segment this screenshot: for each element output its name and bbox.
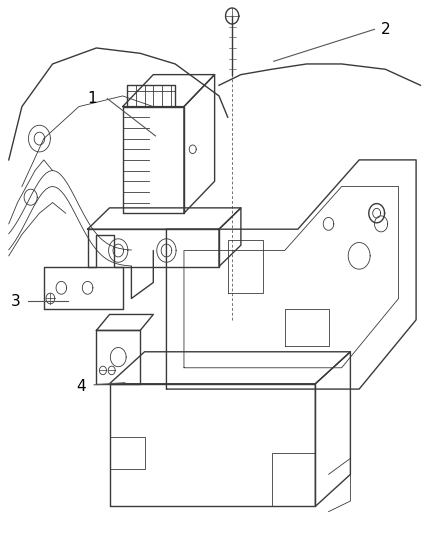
Text: 4: 4 bbox=[76, 379, 86, 394]
Text: 2: 2 bbox=[381, 22, 390, 37]
Text: 3: 3 bbox=[11, 294, 20, 309]
Text: 1: 1 bbox=[87, 91, 97, 106]
